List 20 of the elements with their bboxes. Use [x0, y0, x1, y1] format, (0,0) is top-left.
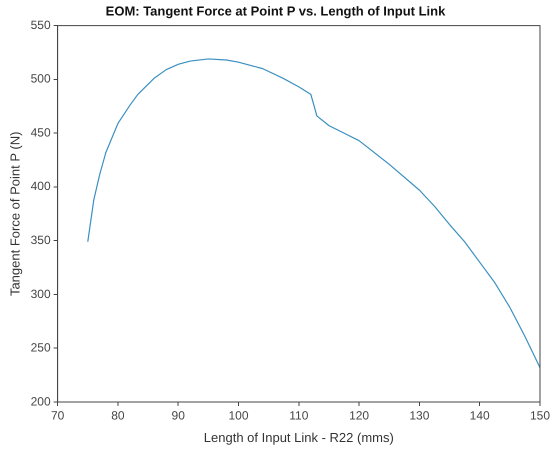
x-tick-label: 80 [111, 408, 125, 423]
y-tick-label: 400 [30, 179, 51, 194]
x-axis-title: Length of Input Link - R22 (mms) [204, 430, 394, 445]
y-tick-label: 300 [30, 286, 51, 301]
y-tick-label: 250 [30, 340, 51, 355]
y-axis-title: Tangent Force of Point P (N) [7, 132, 22, 296]
x-tick-label: 110 [289, 408, 309, 423]
x-tick-label: 100 [228, 408, 249, 423]
x-tick-label: 130 [409, 408, 430, 423]
x-tick-label: 150 [530, 408, 550, 423]
chart-title: EOM: Tangent Force at Point P vs. Length of Input Link [106, 3, 446, 18]
y-tick-label: 200 [30, 394, 51, 408]
y-tick-label: 350 [30, 233, 51, 247]
y-tick-label: 500 [30, 72, 51, 86]
x-tick-label: 70 [50, 408, 65, 423]
y-tick-label: 550 [30, 18, 51, 32]
x-tick-label: 90 [172, 408, 186, 423]
x-tick-label: 120 [349, 408, 370, 423]
x-tick-label: 140 [470, 408, 490, 423]
y-tick-label: 450 [30, 125, 51, 140]
